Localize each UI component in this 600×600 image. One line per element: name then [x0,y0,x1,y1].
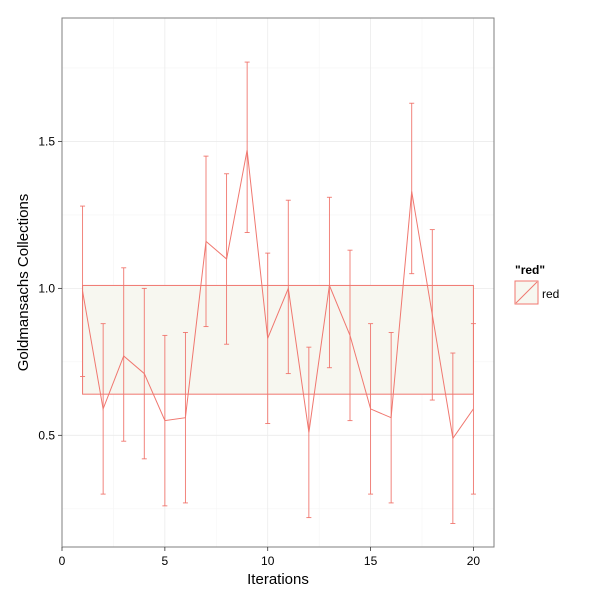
x-tick-label: 20 [467,554,481,568]
y-tick-label: 1.0 [38,281,55,295]
error-bar [470,323,476,495]
y-tick-label: 0.5 [38,428,55,442]
plot-border [61,17,495,548]
error-bar [326,196,332,369]
legend-key-line [515,281,538,304]
error-bar [244,61,250,233]
y-axis-title: Goldmansachs Collections [15,194,32,372]
x-tick-label: 5 [162,554,169,568]
plot-panel [62,18,494,547]
series-line-red [82,150,474,440]
legend: "red" red [514,263,559,305]
x-axis-title: Iterations [247,571,309,588]
interval-band [82,284,474,395]
error-bar [285,199,291,375]
x-tick-label: 15 [364,554,378,568]
legend-title: "red" [515,263,545,277]
x-tick-label: 10 [261,554,275,568]
error-bar [121,267,127,442]
axes: 0 5 10 15 20 0.5 1.0 1.5 [38,134,480,568]
error-bar [409,102,415,275]
y-tick-label: 1.5 [38,134,55,148]
x-tick-label: 0 [59,554,66,568]
legend-label: red [542,287,559,301]
